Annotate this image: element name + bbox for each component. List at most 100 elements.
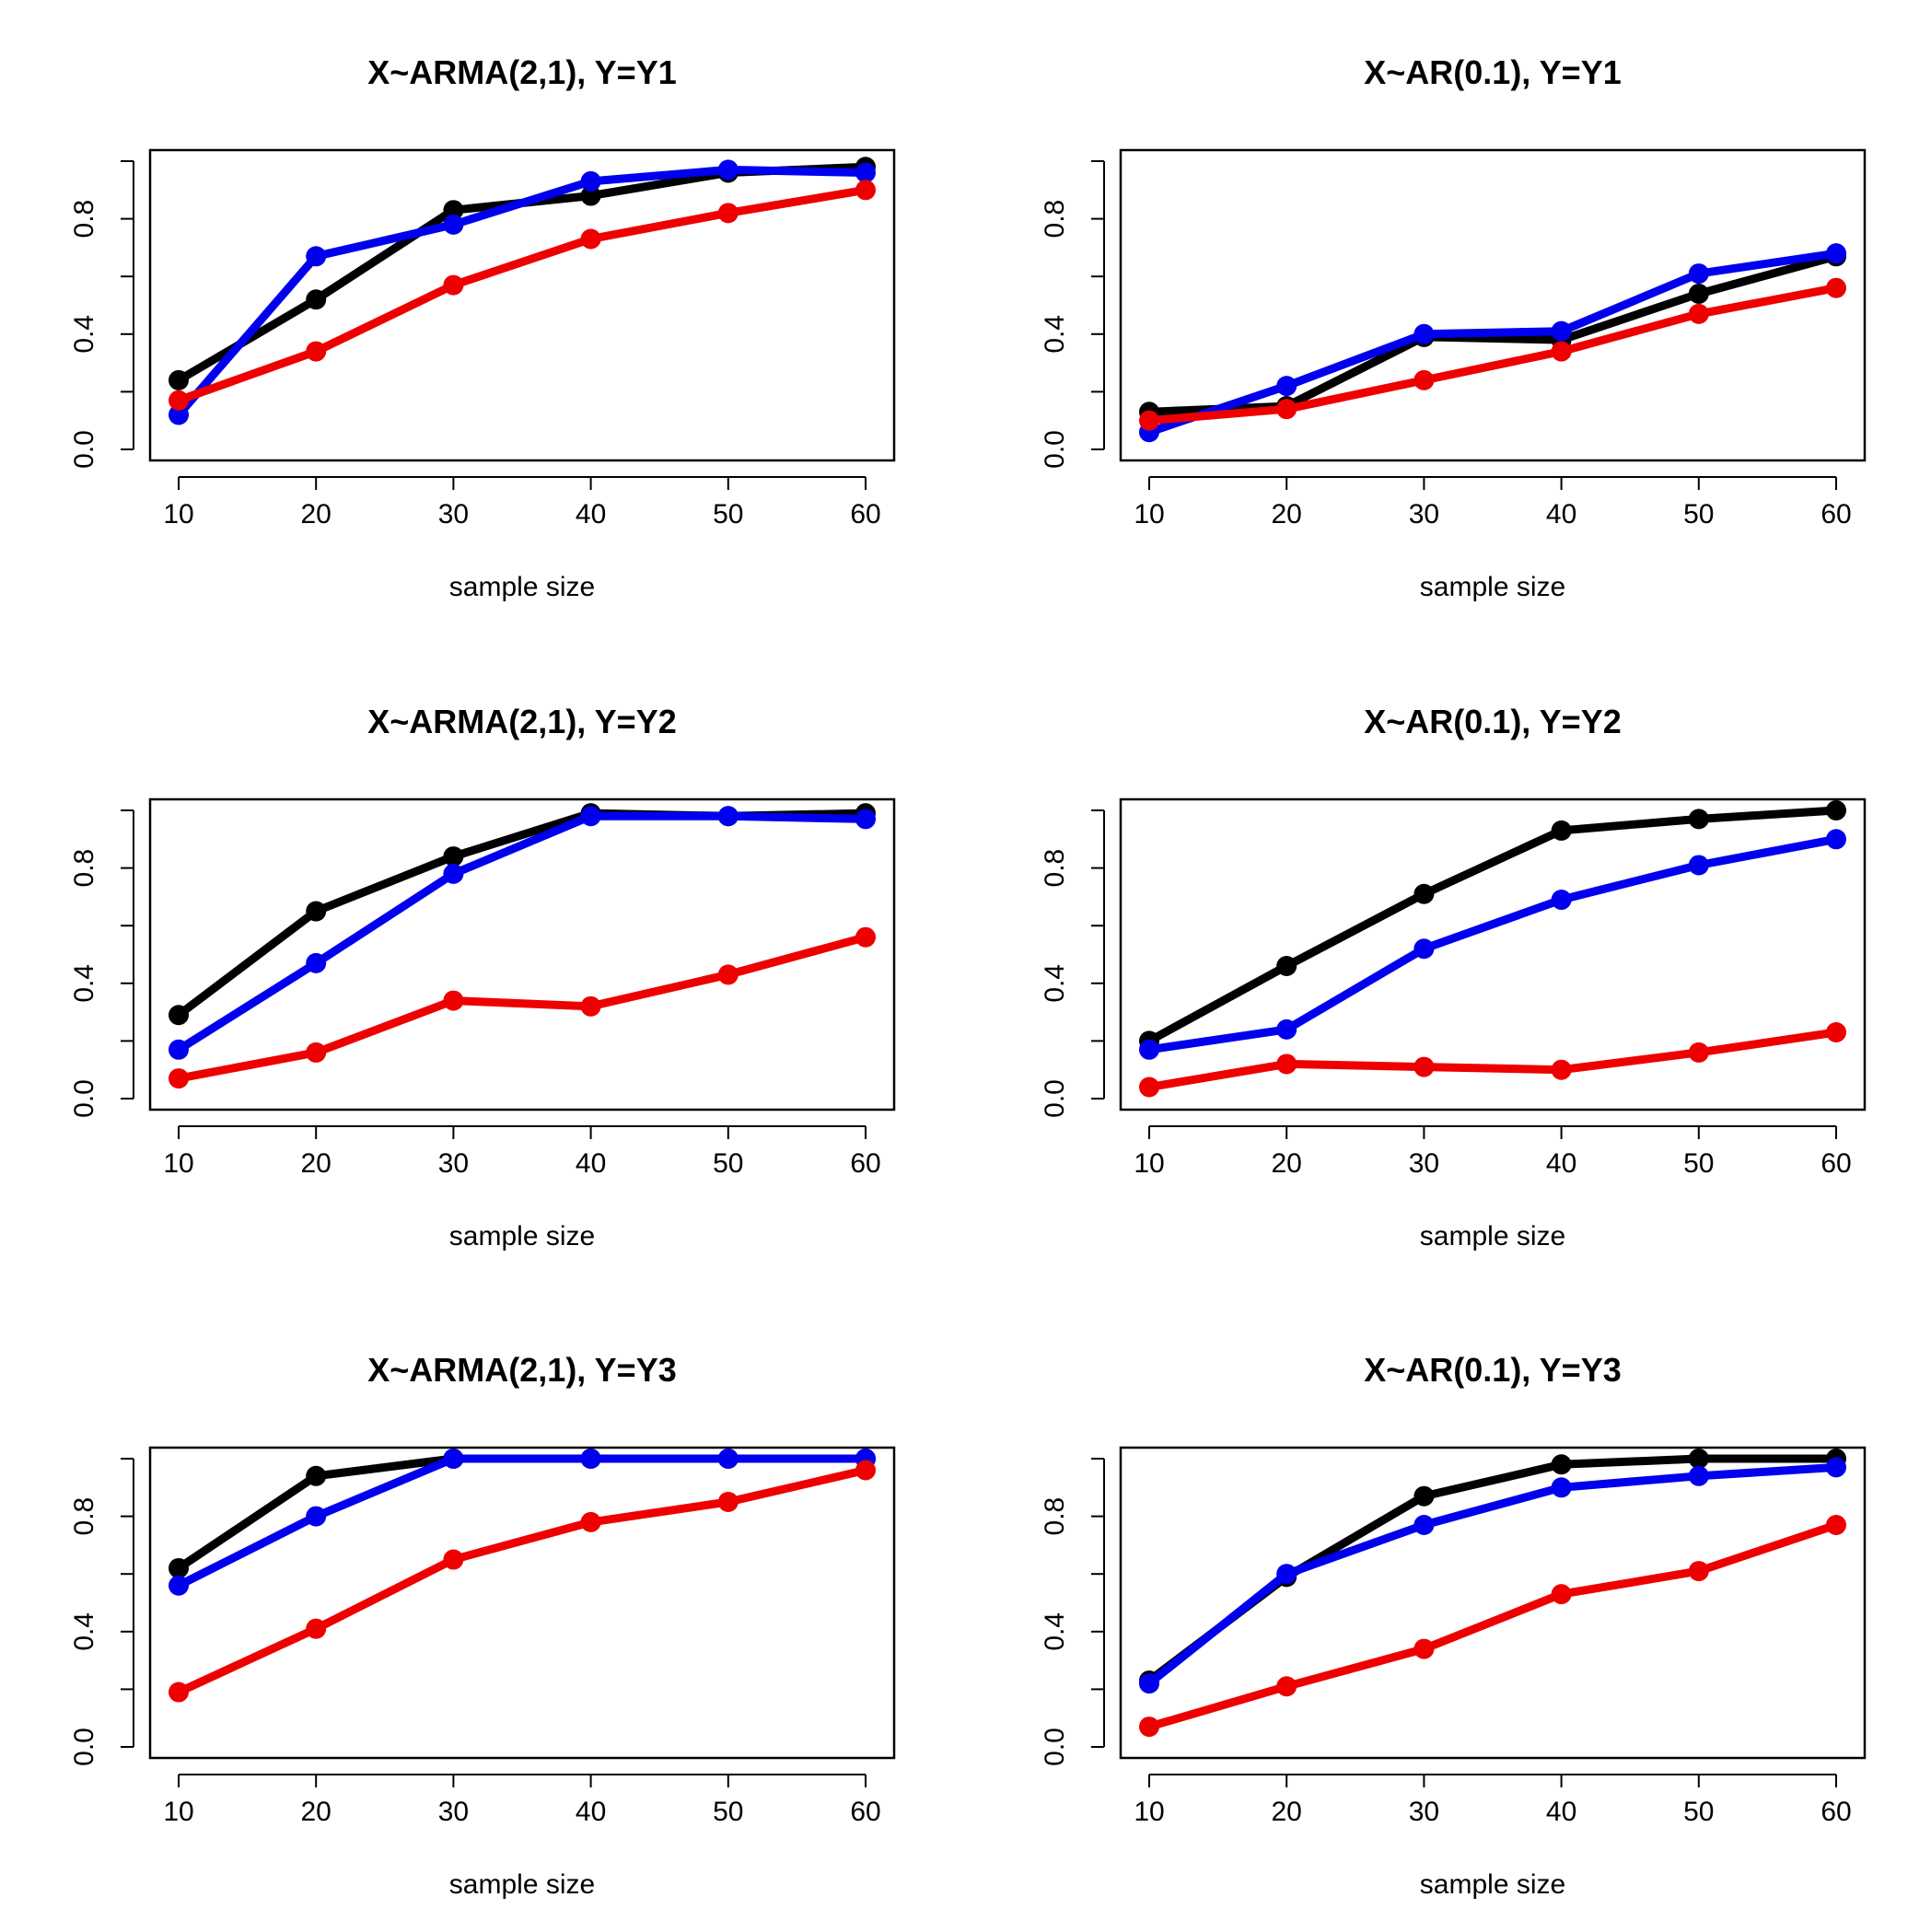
data-point-blue — [1551, 890, 1572, 911]
data-point-black — [1688, 1449, 1709, 1469]
data-point-red — [443, 990, 464, 1011]
data-point-black — [169, 369, 189, 390]
data-point-blue — [1688, 1465, 1709, 1486]
data-point-blue — [1413, 323, 1435, 344]
data-point-black — [1688, 809, 1709, 830]
data-point-black — [443, 846, 464, 867]
data-point-blue — [1688, 855, 1709, 876]
data-point-black — [1413, 883, 1435, 904]
data-point-blue — [1551, 1477, 1572, 1498]
plot-frame — [148, 797, 896, 1111]
x-tick-label: 30 — [1409, 1797, 1439, 1827]
y-tick-label: 0.8 — [1040, 200, 1070, 239]
x-tick-label: 60 — [1820, 1148, 1851, 1179]
data-point-blue — [580, 170, 601, 192]
x-axis-label: sample size — [449, 1221, 595, 1251]
x-tick-label: 40 — [1546, 1148, 1576, 1179]
chart-panel-6: X~AR(0.1), Y=Y3 10 20 30 40 50 60 sample size 0.… — [1040, 1351, 1867, 1900]
x-tick-label: 40 — [576, 499, 606, 530]
data-point-blue — [1826, 243, 1846, 264]
y-tick-label: 0.4 — [1040, 1612, 1070, 1651]
x-tick-label: 50 — [1683, 1148, 1714, 1179]
chart-title: X~AR(0.1), Y=Y3 — [1364, 1351, 1621, 1389]
x-tick-label: 40 — [1546, 1797, 1576, 1827]
series-line-red — [174, 933, 870, 1083]
data-point-blue — [1413, 1514, 1435, 1535]
data-point-red — [306, 1042, 327, 1063]
x-tick-label: 60 — [1820, 1797, 1851, 1827]
data-point-red — [1551, 1584, 1572, 1605]
chart-panel-3: X~ARMA(2,1), Y=Y2 10 20 30 40 50 60 sample size… — [69, 703, 896, 1251]
data-point-red — [1826, 1514, 1846, 1535]
series-line-black — [174, 1454, 870, 1573]
series-line-red — [174, 185, 870, 405]
x-tick-label: 50 — [1683, 499, 1714, 530]
data-point-blue — [1826, 1457, 1846, 1478]
x-tick-label: 20 — [301, 1148, 332, 1179]
data-point-blue — [580, 806, 601, 827]
data-point-red — [1688, 1561, 1709, 1582]
chart-title: X~AR(0.1), Y=Y1 — [1364, 53, 1621, 91]
data-point-black — [169, 1005, 189, 1026]
data-point-red — [1276, 399, 1297, 420]
y-tick-label: 0.4 — [1040, 315, 1070, 354]
y-tick-label: 0.4 — [69, 964, 99, 1003]
data-point-red — [1413, 1638, 1435, 1659]
data-point-blue — [169, 1575, 189, 1596]
data-point-black — [306, 901, 327, 922]
data-point-blue — [717, 1449, 739, 1469]
data-point-red — [1413, 1056, 1435, 1077]
chart-title: X~ARMA(2,1), Y=Y3 — [367, 1351, 676, 1389]
data-point-red — [169, 1682, 189, 1703]
data-point-black — [1413, 1485, 1435, 1507]
y-tick-label: 0.0 — [1040, 1728, 1070, 1766]
data-point-red — [855, 1460, 876, 1481]
data-point-blue — [306, 1506, 327, 1527]
x-tick-label: 30 — [1409, 1148, 1439, 1179]
series-line-blue — [174, 165, 870, 419]
x-tick-label: 10 — [163, 499, 193, 530]
data-point-black — [306, 289, 327, 310]
x-tick-label: 60 — [850, 1148, 880, 1179]
series-line-black — [1145, 1454, 1841, 1685]
x-tick-label: 50 — [713, 1148, 743, 1179]
plot-frame — [148, 148, 896, 462]
data-point-red — [443, 274, 464, 296]
data-point-blue — [717, 159, 739, 180]
data-point-red — [855, 926, 876, 948]
data-point-red — [1551, 341, 1572, 362]
data-point-red — [717, 203, 739, 224]
x-axis-label: sample size — [449, 572, 595, 602]
chart-panel-5: X~ARMA(2,1), Y=Y3 10 20 30 40 50 60 sample size… — [69, 1351, 896, 1900]
plot-frame — [148, 1446, 896, 1760]
data-point-black — [1551, 820, 1572, 841]
data-point-red — [855, 180, 876, 201]
series-line-blue — [1145, 249, 1841, 436]
x-tick-label: 40 — [1546, 499, 1576, 530]
y-tick-label: 0.8 — [1040, 849, 1070, 888]
data-point-blue — [443, 214, 464, 235]
data-point-black — [1688, 283, 1709, 304]
x-tick-label: 50 — [713, 499, 743, 530]
plot-frame — [1119, 1446, 1867, 1760]
data-point-red — [1139, 1077, 1159, 1098]
data-point-red — [169, 390, 189, 411]
x-tick-label: 50 — [1683, 1797, 1714, 1827]
data-point-blue — [855, 809, 876, 830]
data-point-red — [1826, 1022, 1846, 1043]
chart-panel-2: X~AR(0.1), Y=Y1 10 20 30 40 50 60 sample size 0.… — [1040, 53, 1867, 602]
x-axis-label: sample size — [1420, 1221, 1565, 1251]
x-axis-label: sample size — [1420, 572, 1565, 602]
y-tick-label: 0.8 — [69, 200, 99, 239]
y-tick-label: 0.8 — [69, 1497, 99, 1536]
y-tick-label: 0.0 — [1040, 1079, 1070, 1118]
plot-frame — [1119, 148, 1867, 462]
data-point-black — [1276, 956, 1297, 977]
data-point-blue — [1826, 829, 1846, 850]
data-point-red — [580, 1511, 601, 1532]
data-point-black — [1551, 1454, 1572, 1475]
data-point-blue — [306, 952, 327, 973]
data-point-blue — [580, 1449, 601, 1469]
series-line-blue — [1145, 1462, 1841, 1688]
